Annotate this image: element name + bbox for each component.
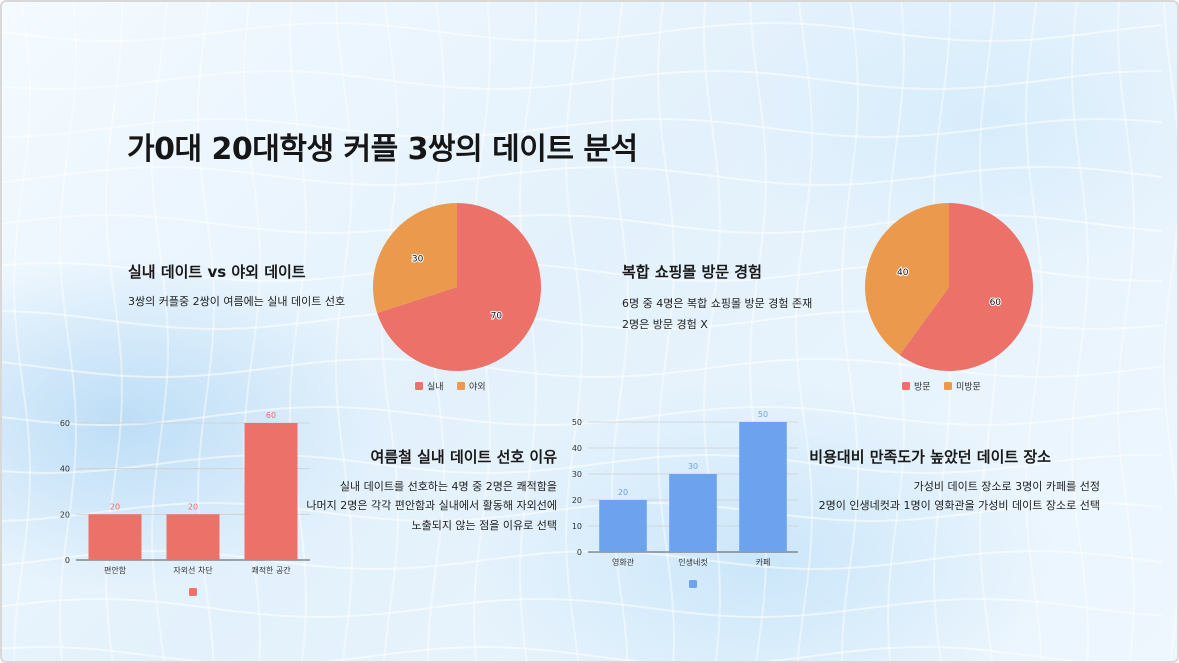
mall-visit-pie-legend-swatch-2	[944, 382, 952, 390]
mall-visit-pie-legend-label-1: 방문	[914, 382, 931, 393]
value-place-bar-y-tick-3: 20	[572, 496, 582, 505]
value-place-bar-chart: 0 10 20 30 40 50 20 영화관 30 인생네컷 50 카페	[572, 410, 798, 588]
mall-visit-pie-slice-1	[899, 203, 1034, 371]
mall-visit-heading: 복합 쇼핑몰 방문 경험	[622, 263, 762, 281]
reason-heading: 여름철 실내 데이트 선호 이유	[370, 448, 558, 466]
value-place-bar-bar-2	[669, 474, 717, 552]
mall-visit-pie-chart: 60 40 방문 미방문	[865, 203, 1034, 393]
page-title: 가0대 20대학생 커플 3쌍의 데이트 분석	[127, 132, 638, 167]
mall-visit-text-2: 2명은 방문 경험 X	[622, 318, 708, 331]
reason-text-2: 나머지 2명은 각각 편안함과 실내에서 활동해 자외선에	[306, 499, 557, 512]
indoor-reason-bar-data-label-1: 20	[110, 502, 120, 511]
value-place-text-1: 가성비 데이트 장소로 3명이 카페를 선정	[913, 480, 1100, 493]
indoor-reason-bar-x-tick-3: 쾌적한 공간	[251, 565, 291, 575]
indoor-reason-bar-x-tick-1: 편안함	[104, 565, 127, 575]
indoor-outdoor-pie-legend-swatch-1	[415, 382, 423, 390]
value-place-bar-y-tick-5: 40	[572, 444, 582, 453]
indoor-reason-bar-y-tick-1: 0	[65, 556, 70, 565]
indoor-reason-bar-bar-3	[244, 423, 298, 560]
indoor-reason-bar-y-tick-4: 60	[60, 419, 70, 428]
reason-text-3: 노출되지 않는 점을 이유로 선택	[411, 519, 557, 532]
value-place-text-2: 2명이 인생네컷과 1명이 영화관을 가성비 데이트 장소로 선택	[818, 499, 1100, 512]
indoor-outdoor-pie-legend-label-2: 야외	[469, 381, 486, 393]
value-place-bar-data-label-3: 50	[758, 410, 768, 419]
reason-text-1: 실내 데이트를 선호하는 4명 중 2명은 쾌적함을	[339, 480, 557, 493]
indoor-reason-bar-bar-2	[166, 514, 220, 560]
indoor-outdoor-pie-slice-1	[377, 203, 541, 371]
mall-visit-pie-legend-label-2: 미방문	[956, 382, 981, 393]
mall-visit-pie-slice-2	[865, 203, 949, 355]
indoor-reason-bar-bar-1	[88, 514, 142, 560]
value-place-bar-x-tick-1: 영화관	[612, 557, 635, 567]
indoor-reason-bar-x-tick-2: 자외선 차단	[173, 565, 213, 575]
indoor-outdoor-pie-chart: 70 30 실내 야외	[372, 203, 541, 393]
value-place-bar-bar-3	[739, 422, 787, 552]
value-place-bar-data-label-2: 30	[688, 462, 698, 471]
indoor-outdoor-pie-slice-label-1: 70	[491, 312, 503, 322]
mall-visit-pie-slice-label-2: 40	[897, 268, 909, 278]
value-place-bar-x-tick-2: 인생네컷	[678, 557, 707, 567]
indoor-reason-bar-y-tick-2: 20	[60, 510, 70, 519]
indoor-reason-bar-data-label-3: 60	[266, 411, 276, 420]
indoor-outdoor-heading: 실내 데이트 vs 야외 데이트	[128, 263, 306, 281]
value-place-bar-legend-swatch	[689, 580, 697, 588]
indoor-reason-bar-chart: 0 20 40 60 20 편안함 20 자외선 차단 60 쾌적한 공간	[60, 411, 310, 596]
indoor-outdoor-pie-legend-swatch-2	[457, 382, 465, 390]
indoor-reason-bar-y-tick-3: 40	[60, 465, 70, 474]
indoor-outdoor-pie-slice-2	[372, 203, 457, 313]
value-place-bar-bar-1	[599, 500, 647, 552]
value-place-bar-data-label-1: 20	[618, 488, 628, 497]
value-place-heading: 비용대비 만족도가 높았던 데이트 장소	[809, 448, 1051, 466]
value-place-bar-y-tick-2: 10	[572, 522, 582, 531]
mall-visit-pie-legend-swatch-1	[902, 382, 910, 390]
mall-visit-pie-slice-label-1: 60	[990, 298, 1002, 308]
indoor-outdoor-pie-slice-label-2: 30	[412, 254, 424, 264]
indoor-reason-bar-data-label-2: 20	[188, 502, 198, 511]
value-place-bar-y-tick-6: 50	[572, 418, 582, 427]
value-place-bar-y-tick-1: 0	[577, 548, 582, 557]
indoor-reason-bar-legend-swatch	[189, 588, 197, 596]
value-place-bar-y-tick-4: 30	[572, 470, 582, 479]
mall-visit-text-1: 6명 중 4명은 복합 쇼핑몰 방문 경험 존재	[622, 297, 813, 310]
indoor-outdoor-text: 3쌍의 커플중 2쌍이 여름에는 실내 데이트 선호	[128, 295, 346, 308]
indoor-outdoor-pie-legend-label-1: 실내	[427, 382, 444, 393]
value-place-bar-x-tick-3: 카페	[756, 557, 771, 567]
